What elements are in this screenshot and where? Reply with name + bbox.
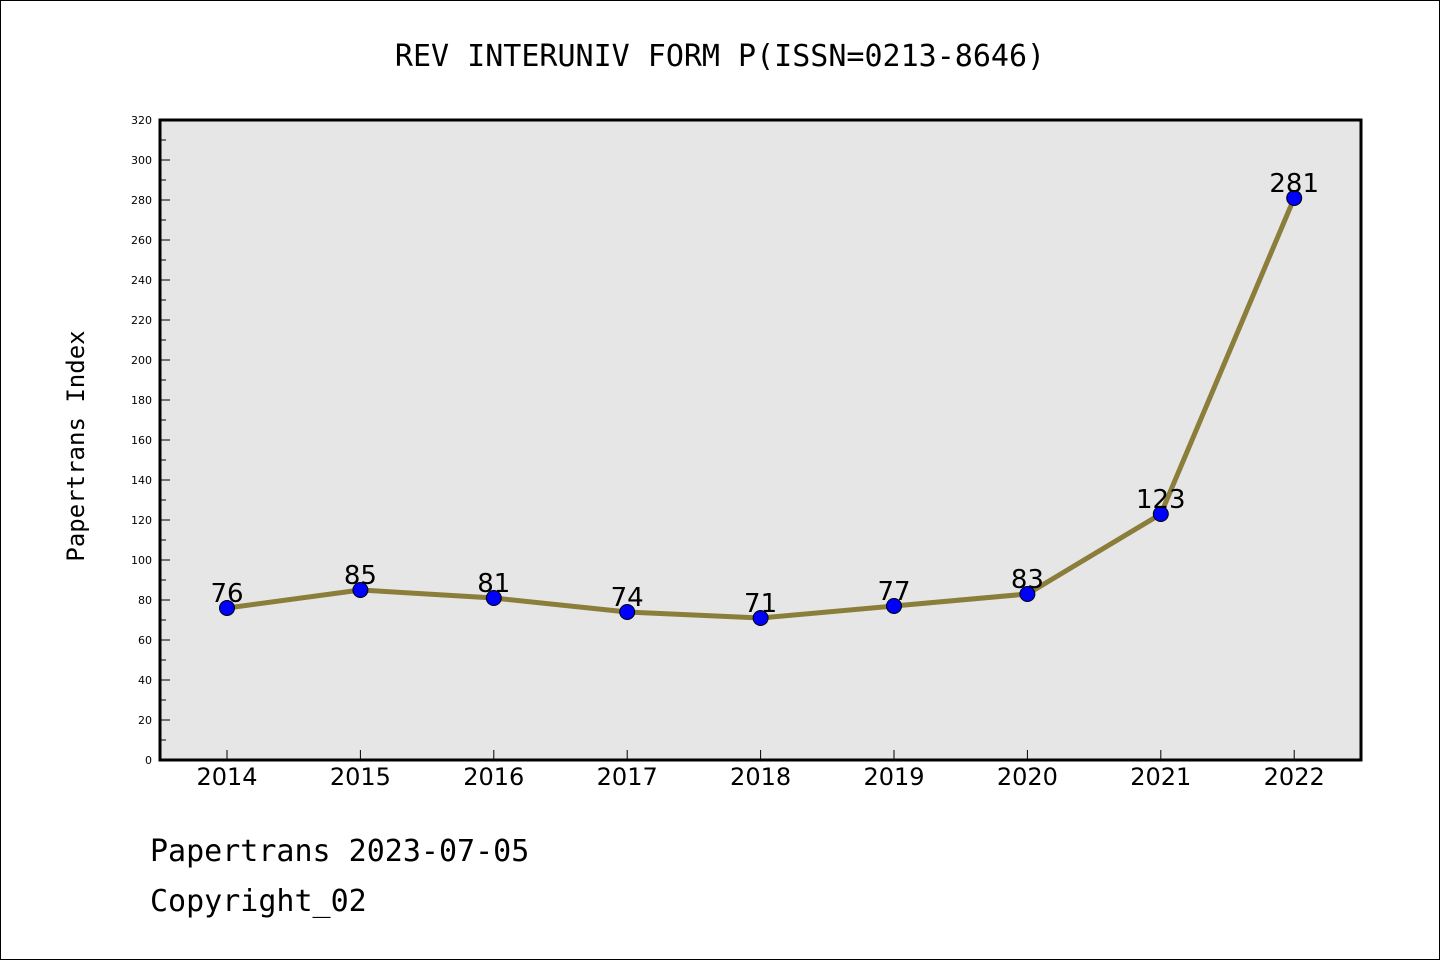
y-tick-label: 100	[131, 554, 152, 567]
data-point	[1286, 190, 1303, 206]
y-tick-label: 180	[131, 394, 152, 407]
source-date-text: Papertrans 2023-07-05	[150, 834, 530, 869]
x-tick-label: 2017	[597, 763, 658, 791]
data-point	[352, 582, 369, 598]
plot-area	[160, 120, 1361, 760]
y-tick-label: 240	[131, 274, 152, 287]
data-point	[752, 610, 769, 626]
x-tick-label: 2021	[1130, 763, 1191, 791]
data-label: 81	[477, 569, 510, 599]
y-tick-label: 260	[131, 234, 152, 247]
data-label: 77	[877, 577, 910, 607]
data-point	[1152, 506, 1169, 522]
axis-ticks: 0 20 40 60 80 100 120 140 160 180 200 220 240 260 280 3…	[131, 114, 1325, 791]
x-tick-label: 2018	[730, 763, 791, 791]
y-tick-label: 20	[138, 714, 152, 727]
y-tick-label: 120	[131, 514, 152, 527]
data-point	[619, 604, 636, 620]
y-tick-label: 200	[131, 354, 152, 367]
y-tick-label: 300	[131, 154, 152, 167]
y-tick-label: 60	[138, 634, 152, 647]
data-label: 76	[210, 579, 243, 609]
y-tick-label: 160	[131, 434, 152, 447]
x-tick-label: 2015	[330, 763, 391, 791]
x-tick-label: 2022	[1264, 763, 1325, 791]
data-point	[219, 600, 235, 616]
series-points	[219, 190, 1303, 626]
data-label: 123	[1136, 485, 1186, 515]
data-label: 83	[1011, 565, 1044, 595]
data-label: 71	[744, 589, 777, 619]
chart-title: REV INTERUNIV FORM P(ISSN=0213-8646)	[395, 39, 1045, 74]
y-tick-label: 80	[138, 594, 152, 607]
y-tick-label: 220	[131, 314, 152, 327]
data-label: 85	[344, 561, 377, 591]
data-point	[1019, 586, 1036, 602]
copyright-text: Copyright_02	[150, 884, 367, 919]
y-axis-label: Papertrans Index	[62, 330, 90, 561]
data-label: 281	[1269, 169, 1319, 199]
data-labels: 76 85 81 74 71 77 83 123 281	[210, 169, 1319, 619]
y-tick-label: 320	[131, 114, 152, 127]
x-tick-label: 2016	[463, 763, 524, 791]
data-point	[886, 598, 902, 614]
data-point	[485, 590, 502, 606]
y-tick-label: 280	[131, 194, 152, 207]
plot-border	[158, 118, 1363, 762]
x-tick-label: 2020	[997, 763, 1058, 791]
data-label: 74	[611, 583, 644, 613]
y-tick-label: 40	[138, 674, 152, 687]
x-tick-label: 2019	[863, 763, 924, 791]
y-tick-label: 0	[145, 754, 152, 767]
y-tick-label: 140	[131, 474, 152, 487]
x-tick-label: 2014	[196, 763, 257, 791]
